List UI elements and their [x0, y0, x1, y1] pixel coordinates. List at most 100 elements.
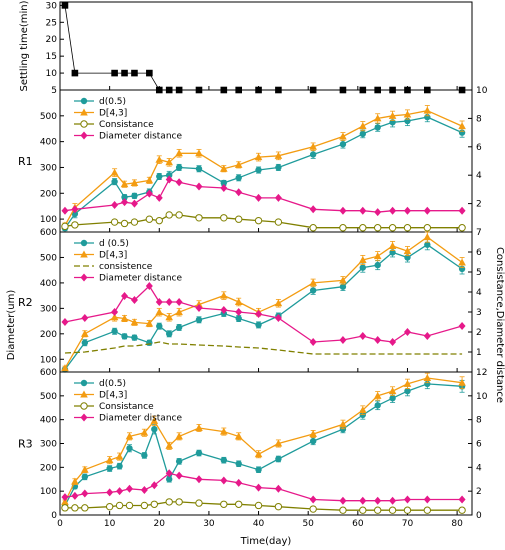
data-point — [195, 499, 203, 507]
panel-r1: 100 200 300 400 500 2 4 6 8 10 R1 d(0.5) D[4,3]Consi… — [18, 86, 488, 233]
left-tick-label: 100 — [40, 355, 57, 365]
data-point — [373, 506, 382, 514]
data-point — [130, 178, 139, 186]
data-point — [81, 329, 89, 337]
data-point — [359, 496, 367, 505]
data-point — [309, 151, 317, 158]
data-point — [235, 188, 243, 197]
data-point — [424, 241, 431, 248]
data-point — [125, 501, 134, 510]
data-point — [110, 168, 119, 176]
data-point — [145, 282, 153, 290]
data-point — [235, 315, 242, 322]
data-point — [121, 193, 128, 201]
series-d43 — [61, 372, 466, 505]
data-point — [339, 224, 347, 232]
legend-label: Consistance — [99, 402, 154, 412]
data-point — [339, 283, 347, 290]
data-point — [374, 261, 381, 269]
data-point — [165, 175, 173, 184]
data-point — [423, 506, 432, 514]
legend-marker — [80, 120, 88, 128]
x-tick-label: 0 — [57, 519, 63, 529]
data-point — [339, 206, 347, 215]
data-point — [121, 292, 129, 300]
data-point — [166, 172, 173, 179]
data-point — [358, 406, 367, 414]
legend-marker — [80, 402, 88, 410]
data-point — [195, 316, 203, 324]
data-point — [374, 496, 382, 505]
left-tick-label: 500 — [40, 253, 57, 263]
data-point — [339, 420, 347, 428]
data-point — [274, 193, 282, 202]
panel-label: R1 — [18, 155, 33, 168]
data-point — [115, 452, 124, 460]
series-line — [64, 116, 463, 229]
panel-label: R3 — [18, 438, 33, 451]
data-point — [403, 224, 412, 232]
data-point — [309, 142, 317, 150]
data-point — [220, 183, 228, 192]
data-point — [120, 180, 129, 188]
left-tick-label: 400 — [40, 279, 57, 289]
data-point — [145, 176, 154, 184]
data-point — [458, 258, 466, 266]
data-point — [71, 210, 79, 218]
data-point — [359, 130, 366, 138]
x-tick-label: 60 — [352, 519, 364, 529]
data-point — [309, 505, 317, 513]
data-point — [155, 298, 163, 306]
data-point — [106, 488, 114, 497]
data-point — [121, 69, 128, 77]
left-tick-label: 200 — [40, 330, 57, 340]
left-tick-label: 500 — [40, 392, 57, 402]
data-point — [145, 319, 154, 327]
data-point — [220, 476, 228, 485]
data-point — [388, 387, 397, 395]
panel-settle: 5 10 15 20 25 30 Settling time(min) — [19, 0, 473, 96]
data-point — [140, 485, 148, 494]
legend-marker — [80, 413, 88, 422]
data-point — [105, 456, 114, 464]
data-point — [175, 308, 183, 316]
data-point — [255, 166, 262, 174]
data-point — [339, 426, 347, 433]
x-axis-title: Time(day) — [240, 536, 292, 547]
data-point — [120, 219, 129, 228]
left-axis-title: Diameter(um) — [6, 290, 17, 361]
data-point — [274, 502, 283, 511]
data-point — [339, 132, 347, 140]
right-tick-label: 10 — [476, 392, 488, 402]
legend-label: Diameter distance — [99, 414, 182, 424]
data-point — [155, 216, 163, 225]
data-point — [220, 179, 228, 187]
data-point — [175, 164, 183, 171]
data-point — [110, 218, 119, 226]
data-point — [359, 411, 366, 419]
data-point — [458, 322, 466, 330]
x-tick-label: 50 — [302, 519, 314, 529]
legend-marker — [80, 379, 88, 387]
data-point — [275, 455, 282, 463]
data-point — [140, 501, 149, 510]
data-point — [121, 333, 128, 340]
data-point — [220, 427, 228, 435]
data-point — [71, 205, 79, 214]
series-distance — [61, 282, 466, 346]
data-point — [150, 500, 159, 508]
panel-r3: 0 100 200 300 400 500 600 0 2 4 6 8 10 12 0 10 20 30 40 50 6… — [18, 368, 488, 529]
legend-label: Diameter distance — [99, 274, 182, 284]
x-tick-label: 30 — [203, 519, 215, 529]
left-tick-label: 600 — [40, 368, 57, 378]
data-point — [359, 264, 366, 271]
data-point — [358, 256, 367, 263]
data-point — [150, 481, 158, 490]
series-line — [64, 243, 463, 370]
data-point — [115, 501, 124, 510]
data-point — [141, 452, 148, 459]
data-point — [359, 224, 367, 232]
data-point — [309, 437, 317, 445]
legend-marker — [80, 239, 88, 247]
data-point — [156, 322, 163, 330]
